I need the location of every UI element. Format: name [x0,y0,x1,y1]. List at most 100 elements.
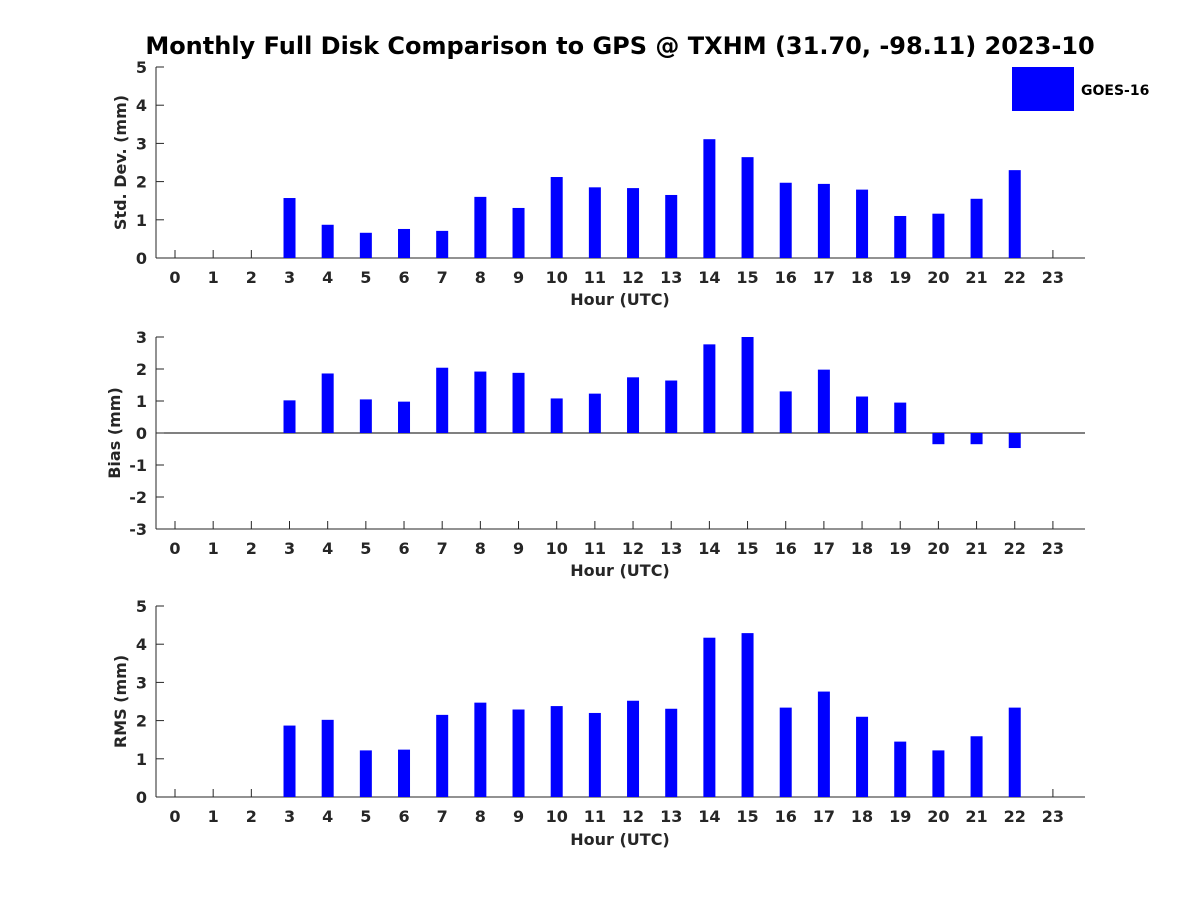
bar-hour-7 [436,367,449,433]
x-tick-label: 19 [889,268,911,287]
bar-hour-14 [703,637,716,797]
chart-title: Monthly Full Disk Comparison to GPS @ TX… [145,32,1094,60]
x-tick-label: 20 [927,807,949,826]
x-tick-label: 1 [208,539,219,558]
x-tick-label: 3 [284,539,295,558]
bar-hour-20 [932,433,945,445]
y-tick-label: 2 [136,173,147,192]
y-axis-label: Std. Dev. (mm) [111,95,130,230]
x-tick-label: 2 [246,268,257,287]
bar-hour-19 [894,215,907,258]
bar-hour-21 [970,736,983,797]
bar-hour-19 [894,402,907,433]
x-tick-label: 14 [698,268,720,287]
x-tick-label: 11 [584,539,606,558]
x-tick-label: 6 [398,807,409,826]
x-tick-label: 12 [622,539,644,558]
bar-hour-7 [436,230,449,258]
bar-hour-13 [665,194,678,258]
x-tick-label: 13 [660,539,682,558]
x-tick-label: 8 [475,539,486,558]
x-tick-label: 18 [851,539,873,558]
x-tick-label: 2 [246,539,257,558]
x-tick-label: 16 [775,268,797,287]
bar-hour-15 [741,633,754,797]
x-tick-label: 10 [546,807,568,826]
y-tick-label: 2 [136,360,147,379]
x-tick-label: 5 [360,539,371,558]
y-tick-label: 4 [136,96,147,115]
bar-hour-22 [1008,170,1021,258]
x-tick-label: 9 [513,807,524,826]
bar-hour-3 [283,400,296,433]
y-tick-label: 0 [136,249,147,268]
bar-hour-10 [550,177,563,258]
y-tick-label: 5 [136,597,147,616]
bar-hour-15 [741,157,754,258]
y-tick-label: 1 [136,211,147,230]
bar-hour-20 [932,750,945,797]
bar-hour-3 [283,198,296,258]
legend: GOES-16 [1012,67,1149,111]
x-tick-label: 15 [736,268,758,287]
x-tick-label: 19 [889,807,911,826]
bar-hour-11 [588,393,601,433]
bar-hour-5 [359,232,372,258]
x-tick-label: 7 [437,807,448,826]
x-tick-label: 14 [698,539,720,558]
bar-hour-6 [398,228,411,258]
bar-hour-14 [703,139,716,258]
x-tick-label: 4 [322,807,333,826]
x-tick-label: 15 [736,539,758,558]
legend-swatch [1012,67,1074,111]
x-tick-label: 8 [475,807,486,826]
x-tick-label: 11 [584,268,606,287]
x-tick-label: 8 [475,268,486,287]
bar-hour-17 [817,369,830,433]
x-tick-label: 13 [660,268,682,287]
bar-hour-4 [321,373,334,433]
bar-hour-9 [512,709,525,797]
x-tick-label: 23 [1042,807,1064,826]
x-tick-label: 4 [322,268,333,287]
bar-hour-16 [779,707,792,797]
x-tick-label: 16 [775,807,797,826]
x-tick-label: 0 [169,539,180,558]
x-tick-label: 12 [622,268,644,287]
x-axis-label: Hour (UTC) [570,830,670,849]
bar-hour-5 [359,750,372,797]
y-axis-label: Bias (mm) [105,387,124,479]
bar-hour-15 [741,337,754,433]
bar-hour-4 [321,224,334,258]
y-tick-label: 0 [136,788,147,807]
x-tick-label: 20 [927,539,949,558]
y-tick-label: 1 [136,392,147,411]
bar-hour-6 [398,401,411,433]
bar-hour-18 [856,716,869,797]
bar-hour-7 [436,714,449,797]
bar-hour-9 [512,372,525,433]
y-tick-label: -2 [129,488,147,507]
y-axis-label: RMS (mm) [111,655,130,748]
x-tick-label: 9 [513,268,524,287]
bar-hour-11 [588,187,601,258]
bar-hour-12 [627,700,640,797]
x-tick-label: 5 [360,807,371,826]
x-tick-label: 23 [1042,268,1064,287]
bar-hour-12 [627,377,640,433]
bar-hour-16 [779,182,792,258]
x-tick-label: 5 [360,268,371,287]
bar-hour-16 [779,391,792,433]
x-tick-label: 15 [736,807,758,826]
y-tick-label: 2 [136,712,147,731]
x-tick-label: 21 [965,807,987,826]
bar-hour-6 [398,749,411,797]
x-tick-label: 4 [322,539,333,558]
x-tick-label: 1 [208,268,219,287]
x-tick-label: 12 [622,807,644,826]
bar-hour-8 [474,371,487,433]
x-tick-label: 2 [246,807,257,826]
x-tick-label: 11 [584,807,606,826]
